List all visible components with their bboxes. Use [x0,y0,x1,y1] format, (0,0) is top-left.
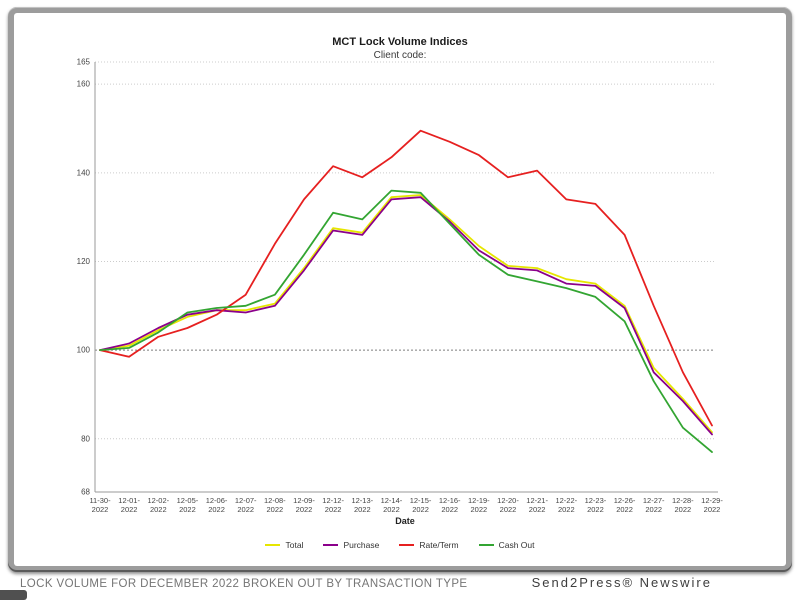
series-line-total [99,194,713,434]
x-tick-label: 12-07-2022 [235,496,257,514]
y-tick-label: 120 [77,257,91,266]
legend-label: Purchase [343,540,380,550]
x-tick-label: 12-27-2022 [643,496,665,514]
x-tick-label: 12-20-2022 [497,496,519,514]
chart-legend: Total Purchase Rate/Term Cash Out [14,540,786,550]
x-tick-label: 12-23-2022 [585,496,607,514]
x-tick-label: 12-19-2022 [468,496,490,514]
series-line-purchase [99,196,713,436]
x-tick-label: 12-05-2022 [177,496,199,514]
x-tick-label: 12-15-2022 [410,496,432,514]
x-tick-label: 12-26-2022 [614,496,636,514]
x-axis-title: Date [395,516,415,526]
chart-svg: 68 80 100 120 140 160 165 11-30-2022 12-01-2022 1… [77,58,724,515]
series-line-cash-out [99,189,713,454]
legend-swatch [323,544,339,546]
series-line-rate-term [99,129,713,427]
legend-item: Purchase [323,540,379,550]
y-tick-label: 160 [77,80,91,89]
legend-item: Cash Out [478,540,535,550]
x-tick-label: 12-14-2022 [381,496,403,514]
x-tick-label: 12-08-2022 [264,496,286,514]
y-tick-label: 140 [77,168,91,177]
y-tick-label: 80 [81,434,90,443]
legend-swatch [399,544,415,546]
x-tick-label: 12-13-2022 [351,496,373,514]
chart-header: MCT Lock Volume Indices Client code: [14,36,786,62]
legend-item: Rate/Term [399,540,459,550]
corner-tab [0,590,27,600]
x-tick-label: 12-06-2022 [206,496,228,514]
y-tick-label: 165 [77,58,91,67]
x-tick-label: 12-09-2022 [293,496,315,514]
legend-label: Rate/Term [419,540,459,550]
legend-label: Total [285,540,304,550]
chart-subtitle: Client code: [373,49,427,61]
x-tick-label: 12-21-2022 [526,496,548,514]
x-tick-label: 12-28-2022 [672,496,694,514]
x-tick-label: 12-01-2022 [118,496,140,514]
y-tick-label: 68 [81,488,90,497]
legend-item: Total [265,540,303,550]
legend-label: Cash Out [498,540,535,550]
chart-window-frame: 68 80 100 120 140 160 165 11-30-2022 12-01-2022 1… [8,7,792,572]
newswire-credit: Send2Press® Newswire [531,575,712,590]
news-caption: LOCK VOLUME FOR DECEMBER 2022 BROKEN OUT… [20,578,468,590]
legend-swatch [265,544,281,546]
chart-area: 68 80 100 120 140 160 165 11-30-2022 12-01-2022 1… [14,13,786,566]
legend-swatch [478,544,494,546]
x-tick-label: 12-22-2022 [555,496,577,514]
x-tick-label: 12-12-2022 [322,496,344,514]
x-tick-label: 11-30-2022 [89,496,111,514]
chart-title: MCT Lock Volume Indices [332,36,468,48]
x-tick-label: 12-16-2022 [439,496,461,514]
y-tick-label: 100 [77,346,91,355]
x-tick-label: 12-02-2022 [147,496,169,514]
x-tick-label: 12-29-2022 [701,496,723,514]
